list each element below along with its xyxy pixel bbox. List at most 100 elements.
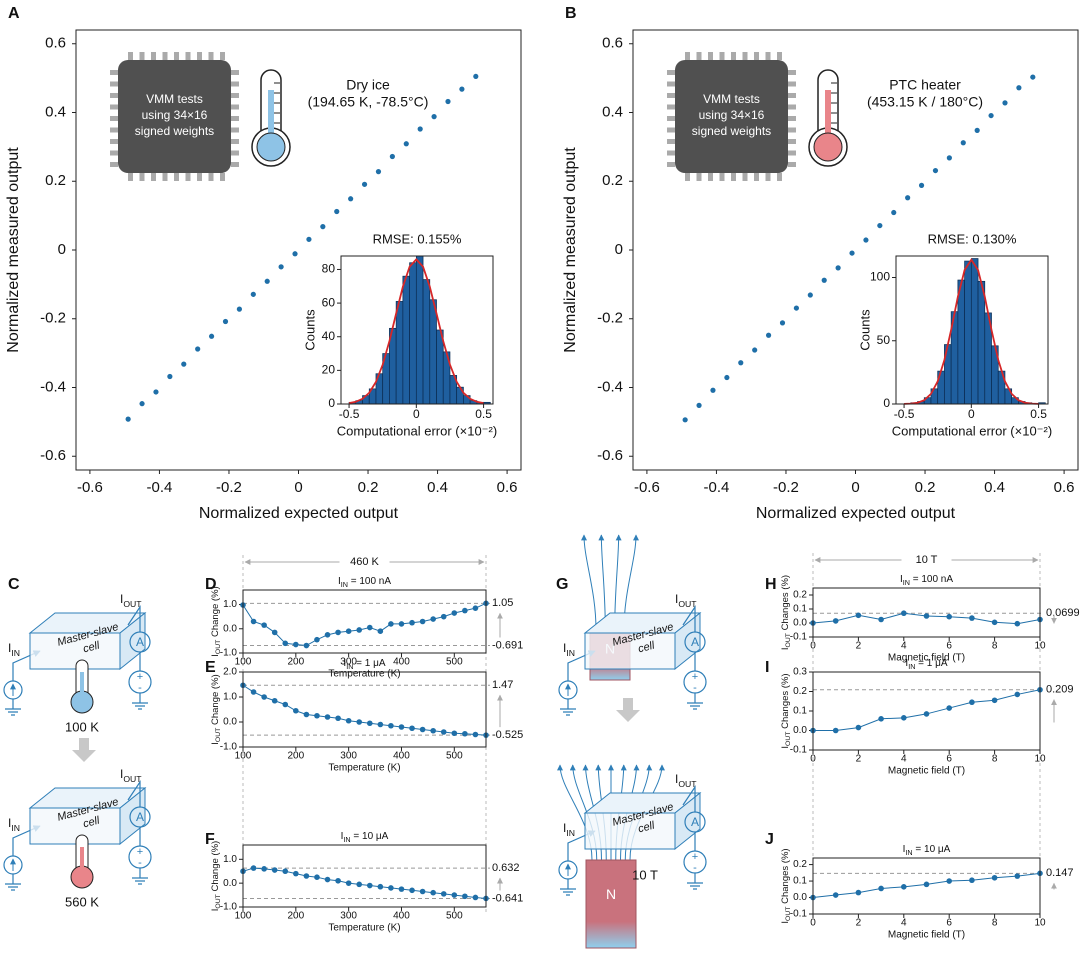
data-point [398,621,405,627]
chip-pin [110,81,118,87]
temperature-label: 100 K [65,719,99,734]
y-tick-label: 0.1 [793,876,807,887]
plot-frame [75,29,522,471]
cell-front [29,807,121,845]
x-tick-label: -0.4 [147,479,173,496]
plot-frame [812,857,1041,915]
x-tick-label: 4 [901,754,907,765]
data-point [324,876,331,883]
y-tick-label: -1.0 [220,902,238,913]
data-point [946,613,952,620]
chip [118,60,231,173]
chip-pin [788,93,796,98]
chip-pin [139,173,145,181]
ground [5,699,21,716]
data-point [472,605,479,611]
x-tick-label: 10 [1034,918,1046,929]
data-point [462,730,468,737]
chip-pin [708,52,713,60]
x-tick-label: 100 [235,657,252,668]
output-current-label: IOUT [120,767,142,784]
y-axis-label: IOUT Changes (%) [780,575,793,650]
scatter-point [403,141,409,147]
span-label: 10 T [916,554,938,566]
x-tick-label: -0.2 [773,479,799,496]
y-tick-label: 0.6 [45,35,66,52]
chip-text: VMM tests [703,92,760,106]
thermometer-bulb [813,132,843,162]
minus-sign: - [693,682,697,694]
chip-pin [128,173,133,181]
x-tick-label: 0.4 [984,479,1005,496]
x-tick-label: 2 [856,641,862,652]
x-tick-label: 500 [446,911,463,922]
chip-pin [667,162,675,167]
data-point [250,618,257,625]
y-tick-label: 0 [883,396,890,410]
chip-pin [151,173,156,181]
chip-pin [231,70,239,75]
y-axis-label-part: OUT [215,893,222,908]
chip-pin [231,162,239,167]
x-tick-label: 400 [393,657,410,668]
ground [132,693,148,710]
scatter-point [1030,74,1036,80]
x-axis-label: Computational error (×10⁻²) [337,423,497,438]
input-current-label-part: I [8,641,11,655]
x-tick-label: 0.6 [497,479,518,496]
data-point [345,628,352,634]
histogram-bar [957,279,965,405]
cell-front [29,632,121,670]
x-tick-label: 0.6 [1054,479,1075,496]
scatter-point [348,196,354,202]
x-tick-label: 0.2 [358,479,379,496]
data-point [440,891,447,897]
panel-letter: E [205,659,216,676]
y-tick-label: -0.2 [597,310,623,327]
scatter-point [793,305,799,311]
data-point [314,874,320,880]
chip-pin [139,52,145,60]
scatter-point [320,224,326,230]
data-point [303,873,310,879]
cell-label: cell [637,639,657,655]
panel-letter: C [8,576,20,593]
scatter-point [779,320,786,326]
chip-pin [742,173,748,181]
y-tick-label: 1.0 [223,692,237,703]
x-tick-label: 0.5 [475,407,492,421]
y-axis-label-part: I [210,909,221,912]
scatter-point [974,127,980,133]
y-tick-label: -0.6 [597,447,623,464]
x-tick-label: 300 [340,751,357,762]
condition-text: PTC heater [889,77,961,93]
field-line [581,534,597,631]
y-tick-label: -0.4 [597,378,623,395]
minus-sign: - [138,857,142,869]
output-current-label-part: OUT [123,599,142,609]
histogram-bar [402,275,410,405]
scatter-point [807,292,813,298]
data-point [271,697,278,704]
x-tick-label: 100 [235,751,252,762]
data-point [271,629,278,636]
scatter-point [710,387,716,393]
scatter-point [946,155,952,161]
scatter-point [988,112,994,119]
data-point [366,720,373,727]
data-point [451,610,458,616]
plus-sign: + [137,671,143,683]
data-point [923,613,930,619]
chart-title-part: I [341,831,344,842]
x-tick-label: 500 [446,657,463,668]
plus-sign: + [692,671,698,683]
chip-pin [685,52,690,60]
input-current-label-part: IN [11,648,20,658]
chip-text: signed weights [692,124,771,138]
data-point [303,711,310,718]
chart-title-part: = 100 nA [910,574,953,585]
ground [560,699,576,716]
x-tick-label: -0.6 [77,479,103,496]
chip-pin [231,150,239,156]
y-tick-label: 0.2 [793,686,807,697]
